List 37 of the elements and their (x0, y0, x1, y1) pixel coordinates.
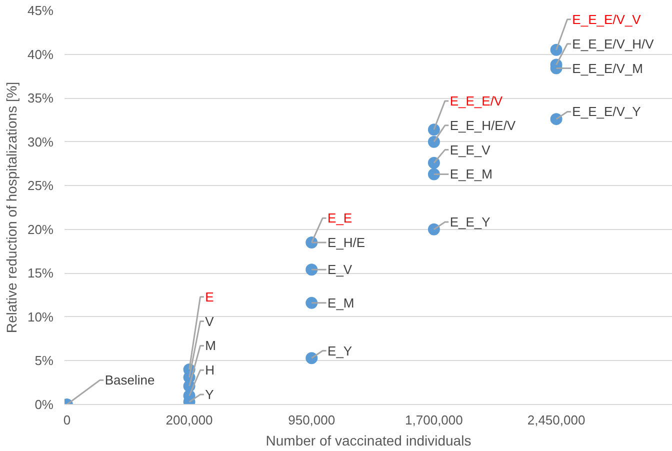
annotation: E_E_H/E/V (450, 118, 516, 133)
y-tick-label: 0% (34, 397, 54, 412)
y-tick-label: 40% (27, 46, 54, 62)
x-tick-label: 2,450,000 (527, 412, 586, 428)
annotation: E_E_E/V_M (572, 60, 644, 76)
annotation: E_Y (328, 343, 352, 358)
annotation: E_E_E/V (450, 93, 503, 108)
y-tick-label: 45% (27, 3, 54, 18)
annotation: E_E (328, 210, 352, 226)
x-tick-label: 0 (63, 412, 71, 428)
x-tick-label: 200,000 (166, 412, 213, 428)
annotation: V (205, 314, 214, 329)
annotation: M (205, 338, 216, 354)
y-tick-label: 5% (34, 353, 54, 368)
annotation: E (205, 289, 214, 304)
annotation: E_V (328, 262, 352, 278)
annotation: E_H/E (328, 235, 366, 250)
annotation: E_E_E/V_V (572, 12, 642, 27)
x-tick-label: 1,700,000 (405, 412, 463, 428)
y-tick-label: 25% (27, 178, 54, 194)
annotation: E_E_E/V_Y (572, 104, 642, 120)
annotation: Y (205, 387, 214, 402)
annotation: E_E_E/V_H/V (572, 36, 654, 52)
y-tick-label: 35% (27, 90, 54, 106)
y-tick-label: 15% (27, 266, 54, 281)
y-tick-label: 20% (27, 222, 54, 237)
x-axis-title: Number of vaccinated individuals (266, 432, 472, 448)
y-axis-title: Relative reduction of hospitalizations [%] (3, 82, 20, 334)
y-tick-label: 10% (27, 309, 54, 324)
annotation: Baseline (104, 372, 155, 388)
annotation: E_M (328, 295, 354, 310)
x-tick-label: 950,000 (288, 412, 336, 428)
annotation: E_E_V (450, 142, 491, 158)
annotation: H (205, 362, 215, 378)
annotation: E_E_Y (450, 214, 491, 230)
y-tick-label: 30% (27, 134, 54, 150)
annotation: E_E_M (450, 166, 492, 182)
